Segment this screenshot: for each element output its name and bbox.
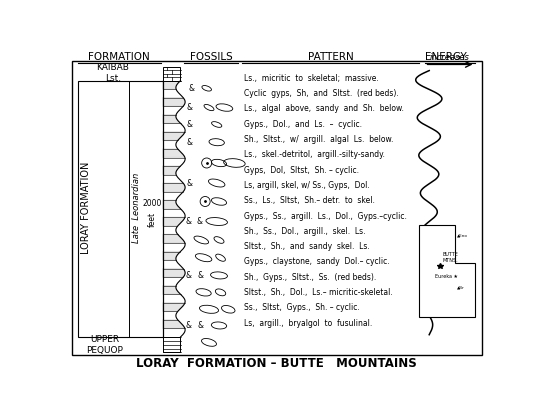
- Text: &: &: [197, 217, 202, 226]
- Text: &: &: [187, 103, 193, 112]
- Text: &: &: [187, 120, 193, 129]
- Polygon shape: [163, 200, 180, 209]
- Polygon shape: [163, 81, 180, 89]
- Text: &: &: [185, 321, 191, 330]
- Text: Gyps,  Dol,  Sltst,  Sh. – cyclic.: Gyps, Dol, Sltst, Sh. – cyclic.: [245, 166, 360, 175]
- Text: FORMATION: FORMATION: [88, 52, 150, 62]
- Polygon shape: [163, 303, 185, 311]
- Text: Ls, argill, skel, w/ Ss., Gyps,  Dol.: Ls, argill, skel, w/ Ss., Gyps, Dol.: [245, 181, 370, 190]
- Text: ▲Eno: ▲Eno: [457, 234, 468, 238]
- Text: Sltst.,  Sh.,  Dol.,  Ls.– micritic-skeletal.: Sltst., Sh., Dol., Ls.– micritic-skeleta…: [245, 288, 393, 297]
- Text: Gyps.,  Dol.,  and  Ls.  –  cyclic.: Gyps., Dol., and Ls. – cyclic.: [245, 120, 362, 129]
- Text: Late  Leonardian: Late Leonardian: [132, 173, 141, 243]
- Polygon shape: [419, 225, 475, 317]
- Text: &: &: [188, 84, 194, 93]
- Text: &: &: [198, 321, 204, 330]
- Text: Ss.,  Sltst,  Gyps.,  Sh. – cyclic.: Ss., Sltst, Gyps., Sh. – cyclic.: [245, 303, 360, 312]
- Text: Gyps.,  Ss.,  argill.  Ls.,  Dol.,  Gyps.–cyclic.: Gyps., Ss., argill. Ls., Dol., Gyps.–cyc…: [245, 212, 407, 220]
- Text: Ls,  argill.,  bryalgol  to  fusulinal.: Ls, argill., bryalgol to fusulinal.: [245, 319, 373, 328]
- Polygon shape: [163, 320, 185, 328]
- Text: Sh.,  Ss.,  Dol.,  argill.,  skel.  Ls.: Sh., Ss., Dol., argill., skel. Ls.: [245, 227, 366, 236]
- Polygon shape: [163, 234, 185, 243]
- Text: Sltst.,  Sh.,  and  sandy  skel.  Ls.: Sltst., Sh., and sandy skel. Ls.: [245, 242, 370, 251]
- Text: Sh.,  Sltst.,  w/  argill.  algal  Ls.  below.: Sh., Sltst., w/ argill. algal Ls. below.: [245, 135, 394, 144]
- Text: feet: feet: [147, 212, 157, 227]
- Text: Ls.,  micritic  to  skeletal;  massive.: Ls., micritic to skeletal; massive.: [245, 74, 379, 83]
- Polygon shape: [163, 98, 185, 106]
- Text: ▲Br: ▲Br: [457, 286, 464, 289]
- Bar: [129, 81, 163, 337]
- Text: &: &: [187, 178, 193, 188]
- Text: Ls.,  skel.-detritol,  argill.-silty-sandy.: Ls., skel.-detritol, argill.-silty-sandy…: [245, 150, 385, 159]
- Text: &: &: [187, 138, 193, 146]
- Bar: [163, 67, 180, 81]
- Text: ENERGY: ENERGY: [426, 52, 467, 62]
- Polygon shape: [163, 132, 185, 140]
- Text: &: &: [185, 271, 191, 280]
- Polygon shape: [163, 217, 185, 226]
- Text: PATTERN: PATTERN: [308, 52, 354, 62]
- Text: &: &: [185, 217, 191, 226]
- Text: LORAY FORMATION: LORAY FORMATION: [81, 161, 91, 254]
- Text: Eureka ★: Eureka ★: [435, 274, 458, 279]
- Text: BUTTE
MTNS.: BUTTE MTNS.: [443, 252, 458, 263]
- Text: Sh.,  Gyps.,  Sltst.,  Ss.  (red beds).: Sh., Gyps., Sltst., Ss. (red beds).: [245, 273, 377, 282]
- Polygon shape: [163, 286, 180, 294]
- Polygon shape: [163, 166, 180, 175]
- Text: Gyps.,  claystone,  sandy  Dol.– cyclic.: Gyps., claystone, sandy Dol.– cyclic.: [245, 257, 390, 266]
- Polygon shape: [163, 183, 185, 192]
- Text: UPPER
PEQUOP: UPPER PEQUOP: [86, 334, 124, 355]
- Text: FOSSILS: FOSSILS: [190, 52, 233, 62]
- Polygon shape: [163, 115, 180, 123]
- Text: 2000: 2000: [143, 199, 161, 208]
- Text: Ss.,  Ls.,  Sltst,  Sh.– detr.  to  skel.: Ss., Ls., Sltst, Sh.– detr. to skel.: [245, 196, 375, 205]
- Polygon shape: [163, 269, 185, 277]
- Text: LORAY  FORMATION – BUTTE   MOUNTAINS: LORAY FORMATION – BUTTE MOUNTAINS: [137, 356, 417, 370]
- Text: Cyclic  gyps,  Sh,  and  Sltst.  (red beds).: Cyclic gyps, Sh, and Sltst. (red beds).: [245, 89, 399, 98]
- Polygon shape: [163, 81, 185, 337]
- Text: &: &: [198, 271, 204, 280]
- Polygon shape: [163, 251, 180, 260]
- Polygon shape: [163, 149, 185, 158]
- Bar: [163, 337, 180, 352]
- Text: Ls.,  algal  above,  sandy  and  Sh.  below.: Ls., algal above, sandy and Sh. below.: [245, 104, 404, 113]
- Text: KAIBAB
Lst.: KAIBAB Lst.: [96, 63, 129, 83]
- Bar: [78, 81, 163, 337]
- Text: increases: increases: [430, 53, 470, 62]
